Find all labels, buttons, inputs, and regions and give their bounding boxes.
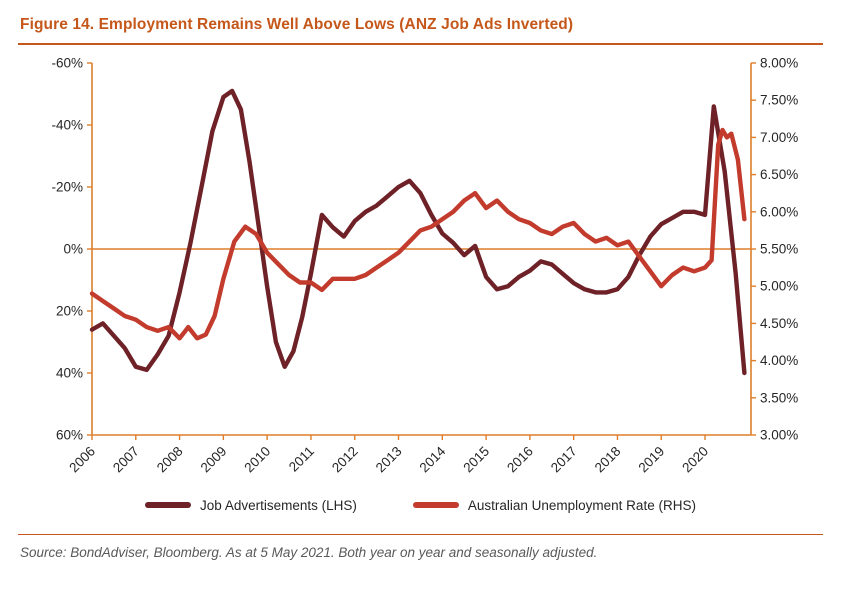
legend-item-unemployment: Australian Unemployment Rate (RHS) — [412, 497, 696, 513]
svg-text:2015: 2015 — [460, 444, 492, 476]
svg-text:7.50%: 7.50% — [760, 93, 798, 108]
figure-title: Figure 14. Employment Remains Well Above… — [20, 16, 574, 33]
svg-text:2011: 2011 — [286, 444, 317, 475]
svg-text:2009: 2009 — [198, 444, 230, 476]
svg-text:-60%: -60% — [51, 56, 83, 71]
chart-container: -60% -40% -20% 0% 20% 40% 60% 8.00% 7.50% 7.00% 6.… — [18, 49, 823, 506]
svg-text:3.50%: 3.50% — [760, 390, 798, 405]
svg-text:6.50%: 6.50% — [760, 167, 798, 182]
svg-text:7.00%: 7.00% — [760, 130, 798, 145]
source-note: Source: BondAdviser, Bloomberg. As at 5 … — [20, 545, 598, 560]
svg-text:60%: 60% — [56, 428, 83, 443]
legend-label-job-ads: Job Advertisements (LHS) — [200, 497, 357, 513]
svg-text:2018: 2018 — [592, 444, 624, 476]
svg-text:2019: 2019 — [636, 444, 668, 476]
footer-divider — [18, 534, 823, 535]
title-divider — [18, 43, 823, 45]
legend-item-job-ads: Job Advertisements (LHS) — [145, 498, 357, 513]
unemployment-line-swatch — [412, 502, 459, 508]
svg-text:2017: 2017 — [548, 444, 580, 476]
svg-text:4.00%: 4.00% — [760, 353, 798, 368]
svg-text:2013: 2013 — [373, 444, 405, 476]
svg-text:2006: 2006 — [66, 444, 98, 476]
svg-text:8.00%: 8.00% — [760, 56, 798, 71]
svg-text:20%: 20% — [56, 304, 83, 319]
svg-text:2016: 2016 — [504, 444, 536, 476]
svg-text:2012: 2012 — [329, 444, 361, 476]
legend-label-unemployment: Australian Unemployment Rate (RHS) — [467, 497, 696, 513]
svg-text:2020: 2020 — [679, 444, 711, 476]
svg-text:5.50%: 5.50% — [760, 242, 798, 257]
chart-legend: Job Advertisements (LHS) Australian Unem… — [18, 492, 823, 518]
svg-text:2014: 2014 — [417, 443, 449, 475]
svg-text:4.50%: 4.50% — [760, 316, 798, 331]
svg-text:2008: 2008 — [154, 444, 186, 476]
employment-chart: -60% -40% -20% 0% 20% 40% 60% 8.00% 7.50% 7.00% 6.… — [51, 56, 798, 476]
svg-text:2007: 2007 — [110, 444, 142, 476]
svg-text:40%: 40% — [56, 366, 83, 381]
svg-text:-20%: -20% — [51, 180, 83, 195]
svg-text:6.00%: 6.00% — [760, 204, 798, 219]
svg-text:0%: 0% — [63, 242, 83, 257]
svg-text:3.00%: 3.00% — [760, 428, 798, 443]
job-ads-line-swatch — [145, 502, 192, 508]
svg-text:2010: 2010 — [241, 444, 273, 476]
svg-text:5.00%: 5.00% — [760, 279, 798, 294]
svg-text:-40%: -40% — [51, 118, 83, 133]
